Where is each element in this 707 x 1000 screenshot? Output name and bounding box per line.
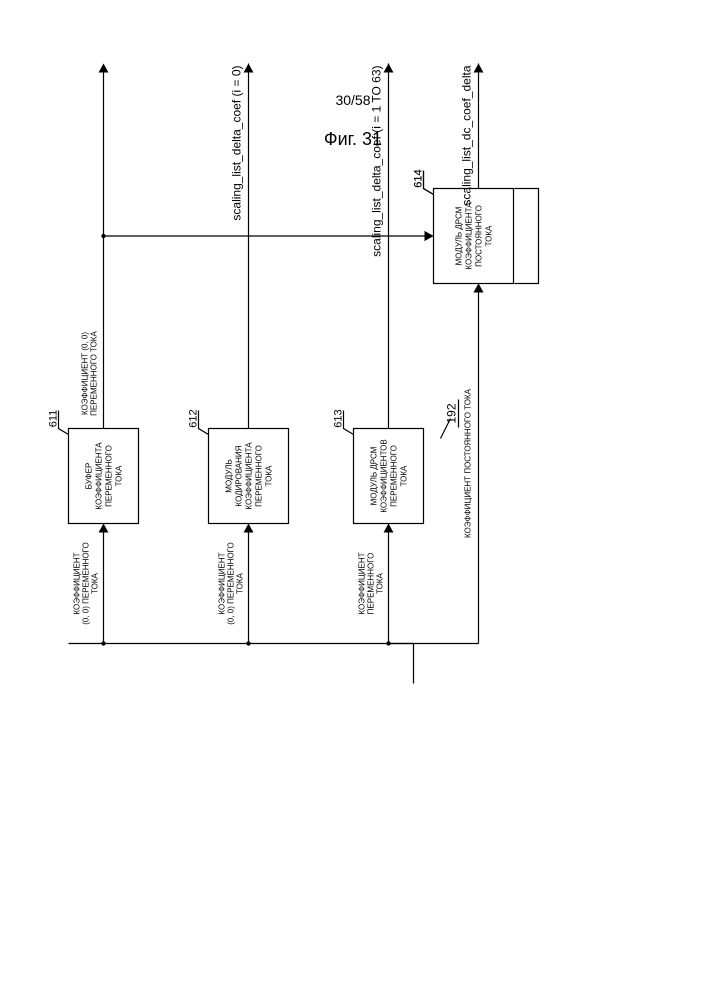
svg-text:613: 613 <box>333 409 345 427</box>
svg-text:КОЭФФИЦИЕНТА: КОЭФФИЦИЕНТА <box>245 442 254 510</box>
svg-text:614: 614 <box>413 169 425 187</box>
svg-text:КОЭФФИЦИЕНТ: КОЭФФИЦИЕНТ <box>73 552 82 614</box>
svg-text:192: 192 <box>445 403 459 423</box>
svg-text:ТОКА: ТОКА <box>91 572 100 593</box>
svg-text:КОЭФФИЦИЕНТ (0, 0): КОЭФФИЦИЕНТ (0, 0) <box>81 332 90 415</box>
svg-text:ТОКА: ТОКА <box>376 572 385 593</box>
svg-text:ПЕРЕМЕННОГО: ПЕРЕМЕННОГО <box>367 553 376 615</box>
svg-text:ПЕРЕМЕННОГО: ПЕРЕМЕННОГО <box>105 445 114 507</box>
svg-text:КОДИРОВАНИЯ: КОДИРОВАНИЯ <box>235 445 244 506</box>
svg-text:МОДУЛЬ ДРСМ: МОДУЛЬ ДРСМ <box>455 206 464 265</box>
svg-text:30/58: 30/58 <box>335 92 370 108</box>
svg-text:scaling_list_delta_coef (i = 0: scaling_list_delta_coef (i = 0) <box>230 66 244 221</box>
svg-text:ТОКА: ТОКА <box>236 572 245 593</box>
svg-text:611: 611 <box>48 410 60 428</box>
svg-text:КОЭФФИЦИЕНТА: КОЭФФИЦИЕНТА <box>95 442 104 510</box>
svg-text:scaling_list_delta_coef (i = 1: scaling_list_delta_coef (i = 1 TO 63) <box>370 66 384 257</box>
svg-text:КОЭФФИЦИЕНТА: КОЭФФИЦИЕНТА <box>465 202 474 270</box>
svg-text:ПЕРЕМЕННОГО: ПЕРЕМЕННОГО <box>390 445 399 507</box>
svg-text:scaling_list_dc_coef_delta: scaling_list_dc_coef_delta <box>460 65 474 205</box>
svg-text:БУФЕР: БУФЕР <box>85 463 94 490</box>
svg-text:ТОКА: ТОКА <box>485 225 494 246</box>
svg-text:КОЭФФИЦИЕНТ: КОЭФФИЦИЕНТ <box>218 552 227 614</box>
svg-text:МОДУЛЬ ДРСМ: МОДУЛЬ ДРСМ <box>370 446 379 505</box>
svg-text:612: 612 <box>188 409 200 427</box>
svg-text:КОЭФФИЦИЕНТОВ: КОЭФФИЦИЕНТОВ <box>380 439 389 512</box>
svg-text:КОЭФФИЦИЕНТ ПОСТОЯННОГО ТОКА: КОЭФФИЦИЕНТ ПОСТОЯННОГО ТОКА <box>464 388 473 538</box>
svg-text:ТОКА: ТОКА <box>265 465 274 486</box>
svg-text:КОЭФФИЦИЕНТ: КОЭФФИЦИЕНТ <box>358 552 367 614</box>
svg-text:МОДУЛЬ: МОДУЛЬ <box>225 459 234 493</box>
svg-text:(0, 0) ПЕРЕМЕННОГО: (0, 0) ПЕРЕМЕННОГО <box>227 542 236 625</box>
svg-text:ТОКА: ТОКА <box>400 465 409 486</box>
svg-text:ТОКА: ТОКА <box>115 465 124 486</box>
svg-text:ПЕРЕМЕННОГО: ПЕРЕМЕННОГО <box>255 445 264 507</box>
svg-text:(0, 0) ПЕРЕМЕННОГО: (0, 0) ПЕРЕМЕННОГО <box>82 542 91 625</box>
svg-text:ПЕРЕМЕННОГО ТОКА: ПЕРЕМЕННОГО ТОКА <box>90 331 99 416</box>
svg-text:ПОСТОЯННОГО: ПОСТОЯННОГО <box>475 205 484 267</box>
